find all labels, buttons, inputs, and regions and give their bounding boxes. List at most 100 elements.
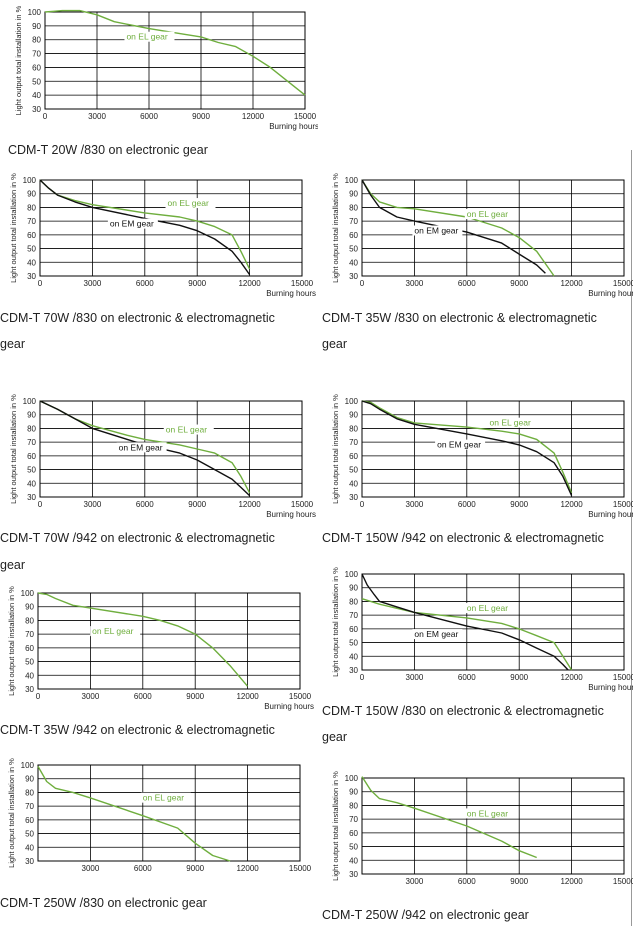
y-axis-label: Light output total installation in %	[7, 758, 16, 868]
x-tick-label: 0	[36, 692, 41, 701]
y-tick-label: 30	[349, 272, 358, 281]
series-label-bg	[163, 424, 214, 435]
y-tick-label: 90	[349, 411, 358, 420]
y-tick-label: 40	[27, 479, 36, 488]
y-tick-label: 60	[349, 625, 358, 634]
y-tick-label: 80	[25, 616, 34, 625]
chart-caption: CDM-T 70W /942 on electronic & electroma…	[0, 531, 275, 545]
x-tick-label: 15000	[613, 279, 633, 288]
y-tick-label: 80	[349, 801, 358, 810]
series-label-bg	[124, 31, 175, 42]
series-label-bg	[464, 209, 515, 220]
y-tick-label: 100	[23, 397, 37, 406]
chart-cdmt-35w-942: 30 40 50 60 70 80 90 100 0 3000 6000 9000 12000 15000…	[7, 586, 314, 711]
series-label-em: on EM gear	[119, 442, 163, 452]
x-tick-label: 9000	[188, 279, 206, 288]
y-tick-label: 30	[25, 685, 34, 694]
x-tick-label: 12000	[238, 500, 261, 509]
y-tick-label: 90	[25, 775, 34, 784]
x-tick-label: 15000	[291, 500, 314, 509]
x-tick-label: 12000	[560, 500, 583, 509]
y-tick-label: 60	[25, 816, 34, 825]
y-tick-label: 40	[32, 91, 41, 100]
y-tick-label: 70	[32, 50, 41, 59]
y-tick-label: 50	[32, 77, 41, 86]
x-tick-label: 0	[360, 500, 365, 509]
chart-caption-cont: gear	[322, 337, 348, 351]
chart-caption-cont: gear	[0, 337, 26, 351]
series-label-bg	[116, 442, 167, 453]
y-axis-label: Light output total installation in %	[331, 567, 340, 677]
plot-frame	[361, 179, 625, 277]
x-tick-label: 15000	[294, 112, 317, 121]
y-tick-label: 80	[25, 788, 34, 797]
y-axis-label: Light output total installation in %	[7, 586, 16, 696]
chart-caption: CDM-T 70W /830 on electronic & electroma…	[0, 311, 275, 325]
series-label-el: on EL gear	[467, 209, 508, 219]
series-label-el: on EL gear	[166, 425, 207, 435]
series-line-el	[361, 598, 573, 671]
y-tick-label: 60	[25, 644, 34, 653]
y-tick-label: 100	[23, 176, 37, 185]
chart-cdmt-70w-942: 30 40 50 60 70 80 90 100 0 3000 6000 9000 12000 15000…	[9, 394, 316, 519]
x-tick-label: 6000	[458, 500, 476, 509]
plot-frame	[44, 11, 306, 110]
x-axis-label: Burning hours	[588, 289, 633, 298]
plot-frame	[37, 764, 301, 862]
chart-caption: CDM-T 250W /942 on electronic gear	[322, 908, 529, 922]
x-tick-label: 9000	[192, 112, 210, 121]
x-tick-label: 12000	[242, 112, 265, 121]
y-tick-label: 80	[349, 597, 358, 606]
series-label-bg	[107, 218, 158, 229]
y-tick-label: 50	[349, 466, 358, 475]
chart-caption-cont: gear	[322, 730, 348, 744]
series-label-el: on EL gear	[143, 793, 184, 803]
x-tick-label: 9000	[510, 500, 528, 509]
y-tick-label: 90	[349, 788, 358, 797]
series-line-em	[361, 573, 569, 671]
y-tick-label: 30	[25, 857, 34, 866]
y-tick-label: 70	[27, 438, 36, 447]
series-label-bg	[464, 808, 515, 819]
series-label-el: on EL gear	[490, 418, 531, 428]
chart-caption: CDM-T 250W /830 on electronic gear	[0, 896, 207, 910]
y-tick-label: 70	[25, 802, 34, 811]
y-tick-label: 80	[349, 424, 358, 433]
series-line-el	[361, 776, 537, 859]
series-label-el: on EL gear	[467, 808, 508, 818]
chart-cdmt-35w-830: 30 40 50 60 70 80 90 100 0 3000 6000 9000 12000 15000…	[331, 173, 633, 298]
x-tick-label: 3000	[406, 673, 424, 682]
x-tick-label: 12000	[236, 864, 259, 873]
x-axis-label: Burning hours	[264, 702, 314, 711]
x-tick-label: 6000	[136, 279, 154, 288]
x-tick-label: 9000	[510, 279, 528, 288]
y-tick-label: 100	[21, 761, 35, 770]
series-line-em	[39, 179, 251, 276]
y-tick-label: 60	[32, 63, 41, 72]
x-tick-label: 3000	[84, 279, 102, 288]
y-tick-label: 40	[25, 843, 34, 852]
y-tick-label: 40	[349, 258, 358, 267]
y-tick-label: 70	[349, 611, 358, 620]
y-tick-label: 40	[27, 258, 36, 267]
x-tick-label: 3000	[84, 500, 102, 509]
chart-cdmt-70w-830: 30 40 50 60 70 80 90 100 0 3000 6000 9000 12000 15000…	[9, 173, 316, 298]
x-tick-label: 15000	[291, 279, 314, 288]
series-line-el	[37, 592, 249, 687]
y-tick-label: 80	[32, 36, 41, 45]
x-tick-label: 12000	[238, 279, 261, 288]
x-tick-label: 6000	[136, 500, 154, 509]
plot-frame	[39, 179, 303, 277]
x-tick-label: 15000	[613, 877, 633, 886]
x-tick-label: 9000	[186, 864, 204, 873]
y-tick-label: 90	[32, 22, 41, 31]
y-tick-label: 70	[27, 217, 36, 226]
chart-caption: CDM-T 20W /830 on electronic gear	[8, 143, 208, 157]
y-axis-label: Light output total installation in %	[9, 173, 18, 283]
y-tick-label: 30	[349, 870, 358, 879]
y-tick-label: 60	[349, 829, 358, 838]
x-tick-label: 15000	[289, 864, 312, 873]
plot-frame	[39, 400, 303, 498]
x-axis-label: Burning hours	[269, 122, 318, 131]
series-label-el: on EL gear	[168, 198, 209, 208]
